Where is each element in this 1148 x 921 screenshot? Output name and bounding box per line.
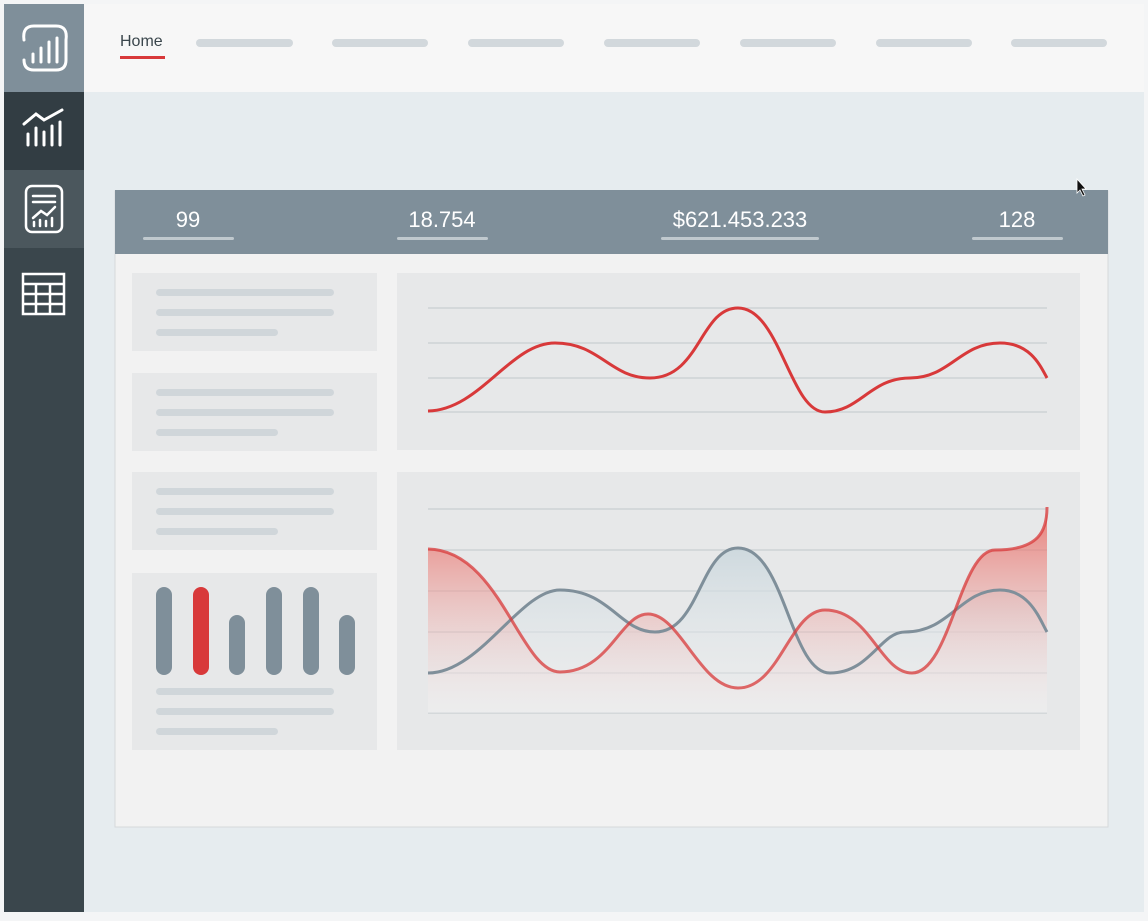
report-icon — [24, 184, 64, 234]
chart-icon — [22, 108, 64, 147]
mini-bars — [156, 587, 355, 675]
chart-panel — [397, 273, 1080, 450]
table-icon — [21, 272, 66, 316]
stat: 18.754 — [408, 207, 475, 232]
stat: $621.453.233 — [673, 207, 808, 232]
line-curve — [427, 306, 1049, 414]
top-bar — [84, 4, 1144, 92]
nav-placeholders — [196, 39, 1107, 47]
card-header — [115, 190, 1108, 254]
stat: 128 — [999, 207, 1036, 232]
cursor — [1076, 177, 1087, 197]
text-placeholders — [156, 289, 334, 735]
nav-underline — [120, 56, 165, 59]
red-curve — [427, 506, 1049, 690]
logo-icon — [22, 24, 68, 72]
gray-curve — [427, 546, 1049, 675]
sidebar-logo[interactable] — [4, 4, 84, 92]
nav-home[interactable]: Home — [120, 33, 163, 50]
stat-underlines — [143, 237, 1063, 240]
area-red — [428, 507, 1047, 713]
stat: 99 — [176, 207, 200, 232]
sidebar-item-active[interactable] — [4, 170, 84, 248]
